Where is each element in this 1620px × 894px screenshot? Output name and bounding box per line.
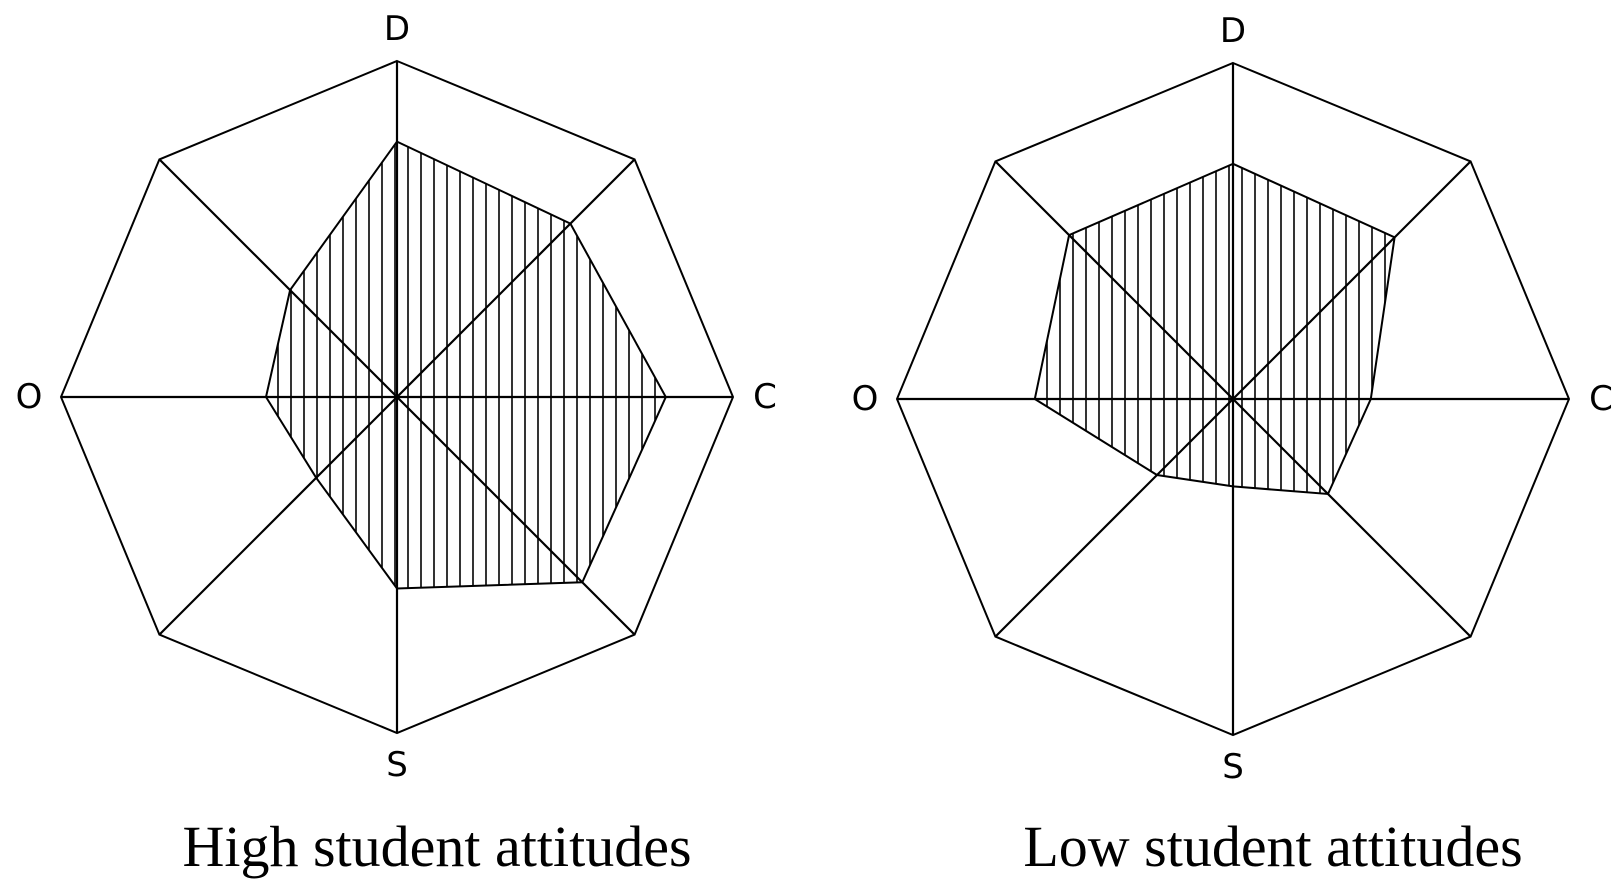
radar-spoke <box>396 396 636 636</box>
radar-spoke <box>158 158 398 398</box>
axis-label-o: O <box>852 379 879 419</box>
radar-hatch-fill <box>277 141 656 589</box>
radar-chart-low: D C S O Low student attitudes <box>852 11 1613 879</box>
axis-label-d: D <box>1220 11 1246 51</box>
radar-spoke <box>994 398 1234 638</box>
radar-series-polygon <box>264 140 667 590</box>
chart-caption: High student attitudes <box>182 814 691 879</box>
chart-caption: Low student attitudes <box>1023 814 1522 879</box>
radar-spoke <box>396 158 636 398</box>
axis-label-o: O <box>16 377 43 417</box>
radar-chart-high: D C S O High student attitudes <box>16 9 777 879</box>
axis-label-c: C <box>753 377 777 417</box>
axis-label-s: S <box>386 745 408 785</box>
radar-spoke <box>994 160 1234 400</box>
radar-hatch-fill <box>1046 163 1386 495</box>
radar-series-polygon <box>1033 162 1396 496</box>
axis-label-c: C <box>1589 379 1613 419</box>
axis-label-d: D <box>384 9 410 49</box>
radar-spoke <box>1232 398 1472 638</box>
axis-label-s: S <box>1222 747 1244 787</box>
radar-spoke <box>1232 160 1472 400</box>
radar-spoke <box>158 396 398 636</box>
